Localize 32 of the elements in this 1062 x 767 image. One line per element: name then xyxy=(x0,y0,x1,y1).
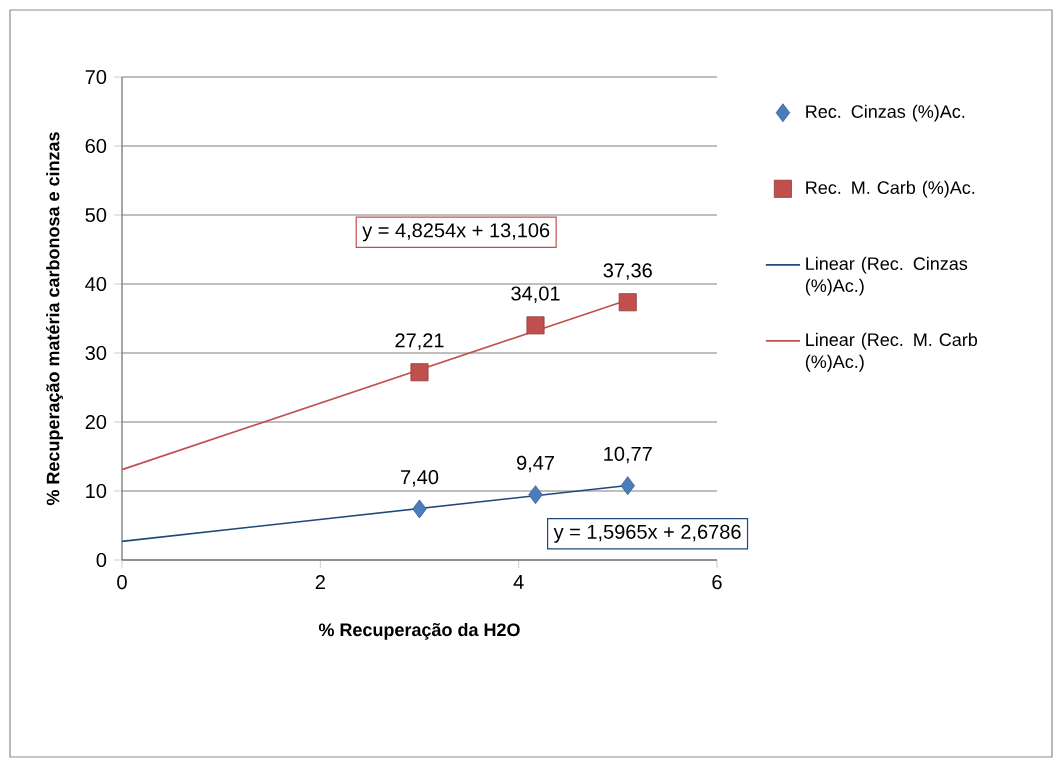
x-tick-label: 2 xyxy=(315,575,325,590)
y-tick-label: 10 xyxy=(86,483,107,499)
x-tick-label: 4 xyxy=(513,575,524,589)
annotation: y = 1,5965x + 2,6786 xyxy=(553,524,741,543)
point xyxy=(618,293,637,312)
point xyxy=(412,499,427,519)
data-label: 27,21 xyxy=(395,333,444,350)
point xyxy=(528,485,543,505)
legend-label: Linear (Rec. Cinzas (%)Ac.) xyxy=(805,256,968,296)
x-axis-title: % Recuperação da H2O xyxy=(318,622,520,640)
point xyxy=(410,363,429,382)
data-label: 10,77 xyxy=(604,446,652,464)
annotation: y = 4,8254x + 13,106 xyxy=(362,223,550,242)
legend-label: Rec. M. Carb (%)Ac. xyxy=(806,180,975,198)
data-label: 7,40 xyxy=(401,470,439,487)
y-tick-label: 60 xyxy=(85,138,107,154)
y-tick-label: 0 xyxy=(96,552,107,568)
legend-label: Linear (Rec. M. Carb (%)Ac.) xyxy=(805,332,978,372)
y-axis-title: % Recuperação matéria carbonosa e cinzas xyxy=(46,132,63,506)
data-label: 37,36 xyxy=(603,263,652,280)
legend-label: Rec. Cinzas (%)Ac. xyxy=(806,104,965,122)
data-label: 34,01 xyxy=(511,286,560,303)
point xyxy=(620,476,635,496)
x-tick-label: 0 xyxy=(117,575,127,590)
x-tick-label: 6 xyxy=(712,575,722,590)
y-tick-label: 50 xyxy=(85,207,107,223)
point xyxy=(526,316,545,335)
y-tick-label: 20 xyxy=(85,414,107,430)
y-tick-label: 70 xyxy=(85,69,107,85)
y-tick-label: 30 xyxy=(85,345,107,361)
y-tick-label: 40 xyxy=(85,276,107,292)
data-label: 9,47 xyxy=(517,455,554,473)
